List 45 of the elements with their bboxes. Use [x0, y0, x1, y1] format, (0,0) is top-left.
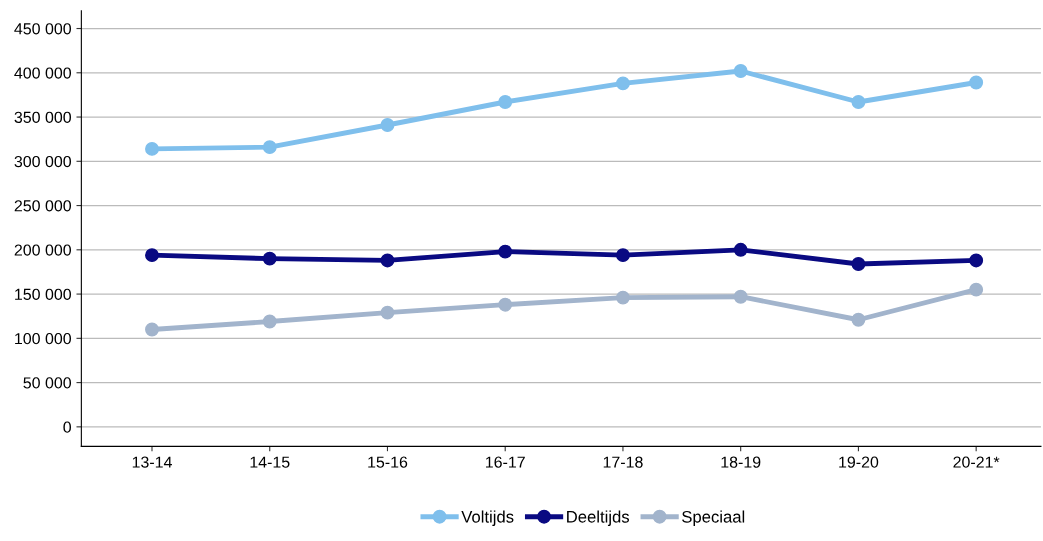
legend-label: Speciaal	[682, 510, 745, 526]
y-tick-label: 100 000	[15, 332, 72, 345]
x-tick-label: 15-16	[368, 456, 408, 468]
point	[262, 251, 277, 266]
point	[616, 76, 630, 91]
x-tick-label: 14-15	[250, 456, 290, 468]
point	[145, 141, 159, 156]
point	[380, 118, 395, 132]
legend-label: Voltijds	[461, 510, 514, 526]
point	[733, 242, 748, 257]
point	[851, 257, 866, 271]
point	[380, 253, 395, 268]
point	[733, 289, 748, 304]
point	[262, 314, 277, 329]
x-tick-label: 13-14	[132, 456, 172, 468]
point	[969, 253, 984, 268]
x-tick-label: 16-17	[486, 456, 525, 468]
y-tick-label: 300 000	[14, 155, 72, 168]
point	[733, 64, 748, 78]
y-tick-label: 350 000	[14, 111, 72, 123]
point	[262, 140, 277, 155]
x-tick-label: 17-18	[603, 456, 643, 468]
x-tick-label: 18-19	[721, 456, 761, 468]
legend-label: Deeltijds	[567, 510, 630, 526]
point	[851, 312, 866, 327]
y-tick-label: 0	[63, 421, 72, 433]
point	[969, 75, 984, 90]
point	[969, 282, 984, 297]
point	[498, 297, 513, 312]
y-tick-label: 50 000	[23, 377, 72, 389]
point	[616, 290, 630, 305]
y-tick-label: 200 000	[14, 244, 72, 256]
y-tick-label: 450 000	[14, 23, 72, 35]
point	[498, 95, 513, 109]
point	[498, 244, 513, 259]
x-tick-label: 19-20	[839, 456, 879, 468]
x-tick-label: 20-21*	[953, 456, 1000, 468]
point	[616, 248, 630, 263]
y-tick-label: 400 000	[14, 67, 72, 79]
point	[145, 322, 159, 337]
point	[380, 305, 395, 320]
point	[851, 95, 866, 109]
y-tick-label: 150 000	[15, 288, 72, 301]
y-tick-label: 250 000	[14, 200, 72, 212]
point	[145, 248, 159, 263]
